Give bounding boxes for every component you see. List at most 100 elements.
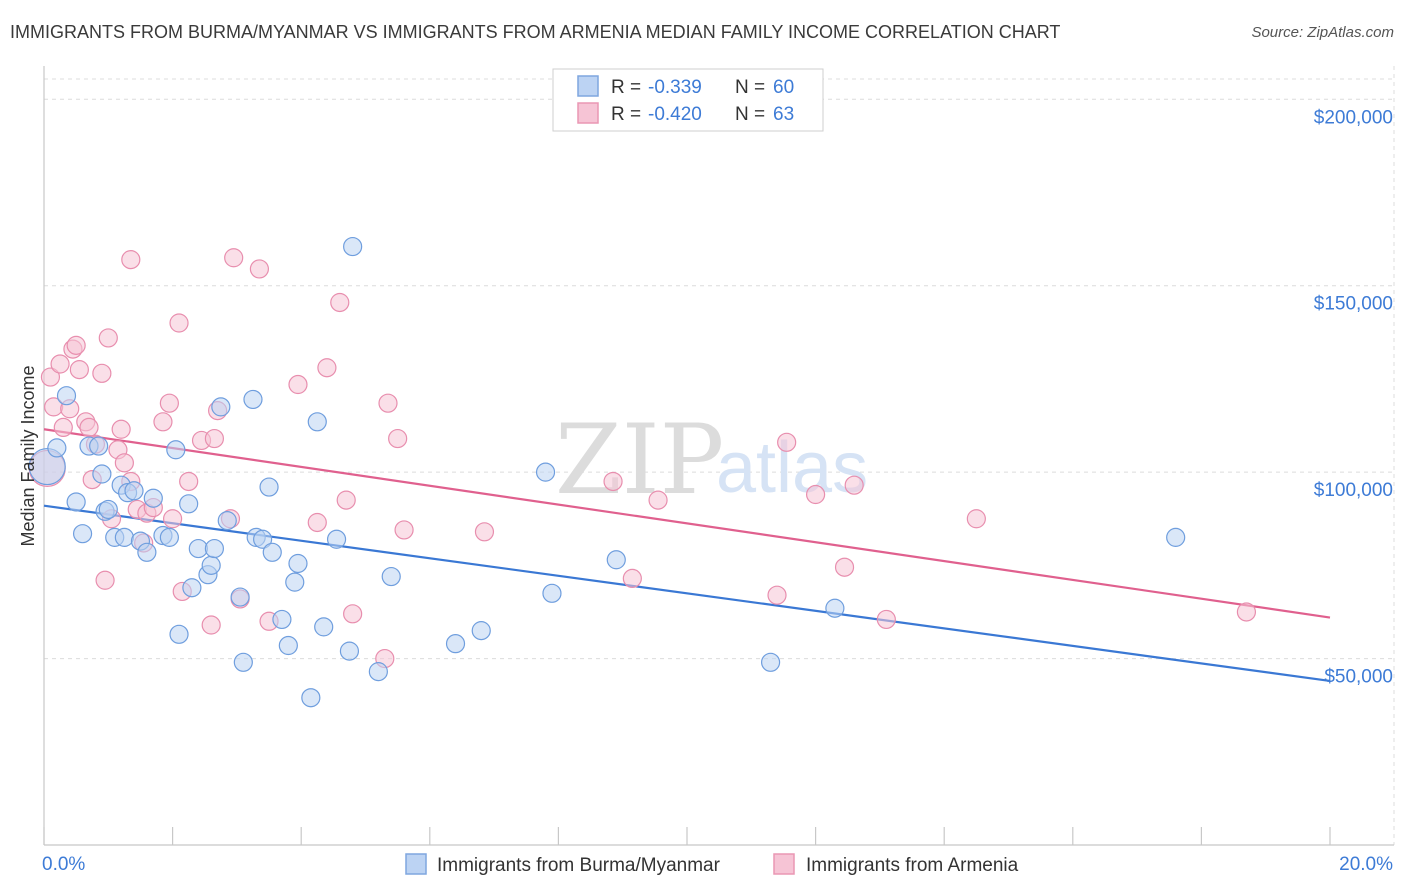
burma-point bbox=[285, 572, 305, 592]
legend-pink-n-label: N = bbox=[735, 104, 765, 125]
armenia-point bbox=[224, 248, 244, 268]
legend-swatch-pink bbox=[577, 102, 599, 124]
burma-point bbox=[230, 587, 250, 607]
armenia-point bbox=[307, 512, 327, 533]
burma-point bbox=[182, 578, 202, 598]
armenia-point bbox=[648, 490, 668, 510]
armenia-point bbox=[92, 363, 112, 383]
burma-point bbox=[278, 635, 298, 656]
x-tick-label-start: 0.0% bbox=[42, 854, 85, 875]
armenia-point bbox=[204, 428, 224, 449]
burma-point bbox=[66, 492, 86, 512]
burma-point bbox=[368, 662, 388, 682]
legend-blue-r-label: R = bbox=[611, 77, 641, 98]
bottom-legend: Immigrants from Burma/Myanmar Immigrants… bbox=[405, 853, 1019, 876]
burma-point bbox=[98, 499, 118, 520]
armenia-point bbox=[388, 428, 408, 449]
armenia-point bbox=[69, 360, 89, 380]
bottom-legend-swatch-blue bbox=[405, 853, 427, 875]
burma-point bbox=[179, 494, 199, 514]
burma-point bbox=[92, 464, 112, 484]
bottom-legend-series2: Immigrants from Armenia bbox=[806, 855, 1019, 876]
y-tick-label: $150,000 bbox=[1314, 294, 1393, 315]
burma-point bbox=[825, 598, 845, 618]
armenia-point bbox=[834, 557, 855, 577]
y-tick-label: $50,000 bbox=[1324, 667, 1393, 688]
armenia-point bbox=[474, 522, 495, 542]
burma-point bbox=[159, 527, 179, 547]
armenia-point bbox=[603, 471, 623, 492]
burma-point bbox=[1166, 527, 1186, 547]
burma-point bbox=[47, 438, 67, 458]
burma-point bbox=[445, 634, 466, 654]
burma-point bbox=[535, 462, 556, 482]
burma-point bbox=[137, 542, 157, 562]
armenia-point bbox=[153, 412, 173, 432]
watermark-zip: ZIP bbox=[555, 404, 724, 516]
armenia-point bbox=[66, 335, 86, 355]
armenia-point bbox=[805, 484, 826, 505]
burma-point bbox=[262, 542, 282, 562]
armenia-point bbox=[98, 328, 118, 348]
legend-blue-n-label: N = bbox=[735, 77, 765, 98]
points-layer bbox=[28, 236, 1257, 708]
burma-point bbox=[243, 389, 263, 410]
burma-point bbox=[272, 609, 292, 630]
armenia-point bbox=[201, 615, 221, 635]
burma-point bbox=[169, 624, 189, 644]
burma-point bbox=[542, 583, 562, 603]
armenia-point bbox=[159, 393, 179, 413]
x-tick-label-end: 20.0% bbox=[1339, 854, 1393, 875]
burma-point bbox=[204, 538, 224, 559]
armenia-point bbox=[111, 419, 131, 439]
armenia-point bbox=[121, 250, 141, 270]
burma-point bbox=[314, 617, 334, 637]
legend-swatch-blue bbox=[577, 75, 599, 97]
burma-point bbox=[56, 386, 77, 406]
burma-point bbox=[381, 566, 401, 587]
burma-point bbox=[166, 440, 186, 460]
armenia-point bbox=[53, 417, 73, 437]
legend-blue-n-value: 60 bbox=[773, 77, 794, 98]
legend-pink-n-value: 63 bbox=[773, 104, 794, 125]
armenia-point bbox=[876, 609, 896, 630]
burma-point bbox=[89, 436, 109, 456]
armenia-point bbox=[844, 475, 864, 495]
watermark: ZIP atlas bbox=[555, 404, 868, 516]
burma-point bbox=[253, 529, 273, 549]
burma-point bbox=[259, 477, 279, 497]
burma-point bbox=[606, 550, 626, 570]
burma-point bbox=[307, 412, 327, 432]
armenia-point bbox=[288, 374, 308, 395]
y-axis-title: Median Family Income bbox=[18, 365, 38, 546]
legend-blue-r-value: -0.339 bbox=[648, 77, 702, 98]
armenia-point bbox=[343, 604, 363, 624]
armenia-point bbox=[330, 292, 350, 313]
labels-layer: $50,000 $100,000 $150,000 $200,000 0.0% 20.0%… bbox=[18, 107, 1393, 875]
armenia-trend-line bbox=[43, 428, 1331, 619]
burma-point bbox=[188, 538, 208, 559]
armenia-point bbox=[622, 568, 642, 589]
armenia-point bbox=[169, 313, 189, 333]
armenia-point bbox=[95, 570, 115, 590]
armenia-point bbox=[394, 520, 414, 540]
y-tick-label: $200,000 bbox=[1314, 107, 1393, 128]
chart-title: IMMIGRANTS FROM BURMA/MYANMAR VS IMMIGRA… bbox=[10, 22, 1061, 42]
burma-point bbox=[124, 481, 144, 501]
armenia-point bbox=[317, 358, 337, 378]
armenia-point bbox=[966, 509, 986, 529]
burma-point bbox=[343, 236, 363, 257]
burma-point bbox=[201, 555, 221, 575]
legend-pink-r-label: R = bbox=[611, 104, 641, 125]
legend-pink-r-value: -0.420 bbox=[648, 104, 702, 125]
armenia-point bbox=[249, 259, 270, 279]
y-tick-label: $100,000 bbox=[1314, 480, 1393, 501]
burma-point bbox=[339, 641, 360, 661]
armenia-point bbox=[1236, 602, 1257, 622]
burma-point bbox=[471, 621, 491, 641]
armenia-point bbox=[378, 393, 398, 413]
bottom-legend-swatch-pink bbox=[773, 853, 795, 875]
chart-source: Source: ZipAtlas.com bbox=[1251, 24, 1394, 41]
burma-point bbox=[72, 524, 93, 544]
